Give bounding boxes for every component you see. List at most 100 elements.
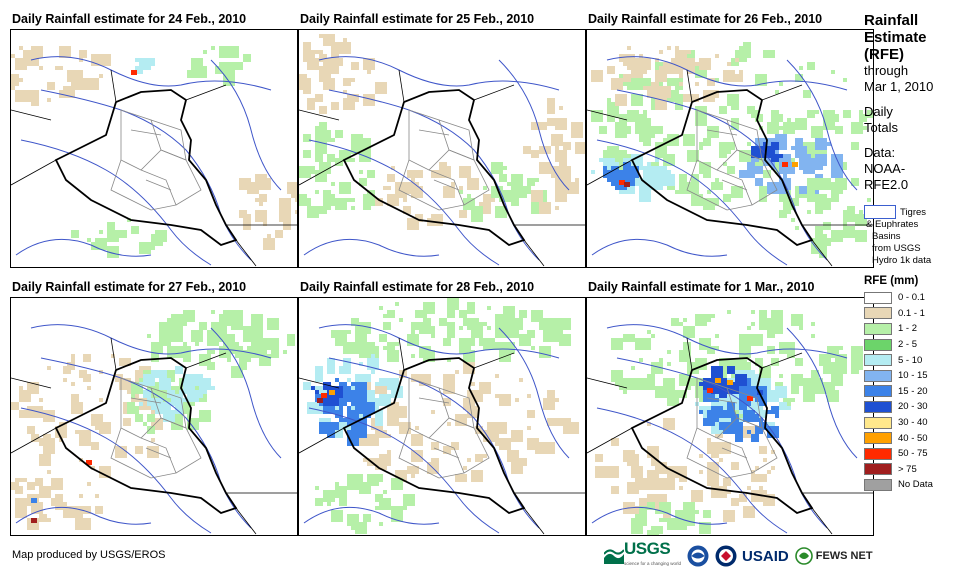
neighbour-border	[299, 69, 585, 267]
province-boundary	[130, 129, 172, 191]
river-line	[15, 238, 152, 257]
legend-swatch	[864, 354, 892, 367]
logo-strip: USGS science for a changing world USAID …	[604, 539, 873, 571]
country-border	[54, 89, 238, 247]
river-line	[318, 324, 560, 359]
legend-label: 40 - 50	[898, 432, 928, 444]
province-boundary	[150, 119, 187, 161]
province-boundary	[696, 109, 738, 171]
river-line	[591, 238, 728, 257]
legend-swatch	[864, 307, 892, 320]
neighbour-border	[587, 69, 873, 267]
legend-label: 15 - 20	[898, 385, 928, 397]
legend-item: 10 - 15	[864, 368, 964, 384]
river-line	[210, 327, 282, 459]
sidebar-title-1: Rainfall	[864, 12, 919, 29]
legend-item: 1 - 2	[864, 321, 964, 337]
rainfall-map	[11, 310, 297, 535]
basin-swatch	[864, 205, 896, 219]
rainfall-map	[587, 42, 873, 267]
basin-label-3: Basins	[872, 231, 901, 242]
legend-item: 50 - 75	[864, 446, 964, 462]
legend-item: 30 - 40	[864, 415, 964, 431]
panel-title: Daily Rainfall estimate for 1 Mar., 2010	[588, 280, 815, 294]
province-boundary	[686, 159, 728, 211]
usgs-text: USGS	[624, 539, 671, 558]
legend-label: 20 - 30	[898, 401, 928, 413]
sidebar-data-label: Data:	[864, 145, 896, 160]
usaid-logo: USAID	[742, 547, 789, 565]
legend-title: RFE (mm)	[864, 275, 919, 287]
province-boundary	[120, 109, 162, 171]
province-boundary	[686, 427, 728, 479]
sidebar-daily: Daily	[864, 104, 893, 119]
province-boundary	[448, 417, 490, 474]
legend-swatch	[864, 432, 892, 445]
river-line	[30, 56, 272, 91]
panel-title: Daily Rainfall estimate for 25 Feb., 201…	[300, 12, 535, 26]
legend-item: 40 - 50	[864, 430, 964, 446]
legend-item: No Data	[864, 477, 964, 493]
sidebar-date: Mar 1, 2010	[864, 79, 934, 94]
legend-label: 1 - 2	[898, 323, 918, 335]
panel-title: Daily Rainfall estimate for 24 Feb., 201…	[12, 12, 247, 26]
usgs-wave-icon	[604, 549, 624, 564]
province-boundary	[120, 377, 162, 439]
province-boundary	[140, 169, 177, 211]
river-line	[596, 407, 788, 534]
rainfall-map	[11, 46, 297, 267]
river-line	[606, 56, 848, 91]
panel-title: Daily Rainfall estimate for 27 Feb., 201…	[12, 280, 247, 294]
country-border	[342, 357, 526, 515]
sidebar-totals: Totals	[864, 120, 898, 135]
country-border	[342, 89, 526, 247]
province-boundary	[428, 169, 465, 211]
legend-swatch	[864, 400, 892, 413]
rainfall-pixels	[299, 34, 585, 230]
rainfall-pixels	[11, 46, 297, 258]
legend-swatch	[864, 291, 892, 304]
fews-net-text: FEWS NET	[815, 550, 873, 562]
basin-label-4: from USGS	[872, 243, 921, 254]
river-line	[786, 327, 858, 459]
neighbour-border	[11, 337, 297, 535]
panel-title: Daily Rainfall estimate for 28 Feb., 201…	[300, 280, 535, 294]
legend-item: 2 - 5	[864, 337, 964, 353]
legend-item: > 75	[864, 462, 964, 478]
legend-swatch	[864, 463, 892, 476]
map-frame	[298, 297, 586, 536]
river-line	[20, 407, 212, 534]
province-boundary	[706, 129, 748, 191]
province-boundary	[736, 149, 778, 206]
country-border	[54, 357, 238, 515]
legend-label: 0 - 0.1	[898, 292, 925, 304]
legend-swatch	[864, 369, 892, 382]
basin-label-5: Hydro 1k data	[872, 255, 932, 266]
legend-item: 20 - 30	[864, 399, 964, 415]
legend-swatch	[864, 447, 892, 460]
river-line	[303, 506, 440, 525]
river-line	[308, 407, 500, 534]
map-panel: Daily Rainfall estimate for 1 Mar., 2010	[586, 280, 874, 536]
legend-item: 15 - 20	[864, 384, 964, 400]
rainfall-map	[587, 310, 873, 535]
province-boundary	[110, 159, 152, 211]
country-border	[630, 89, 814, 247]
map-panel: Daily Rainfall estimate for 25 Feb., 201…	[298, 12, 586, 268]
province-boundary	[408, 377, 450, 439]
sidebar-title-2: Estimate	[864, 29, 927, 46]
river-line	[591, 506, 728, 525]
legend-label: 30 - 40	[898, 417, 928, 429]
sidebar-through: through	[864, 63, 909, 78]
noaa-seal-icon	[687, 545, 709, 567]
province-boundary	[130, 397, 172, 459]
basin-label-2: & Euphrates	[866, 219, 919, 230]
neighbour-border	[587, 337, 873, 535]
usgs-logo: USGS science for a changing world	[604, 539, 681, 571]
province-boundary	[716, 169, 753, 211]
legend-item: 0.1 - 1	[864, 306, 964, 322]
legend-item: 0 - 0.1	[864, 290, 964, 306]
province-boundary	[448, 149, 490, 206]
legend-label: > 75	[898, 463, 917, 475]
legend-label: No Data	[898, 479, 933, 491]
